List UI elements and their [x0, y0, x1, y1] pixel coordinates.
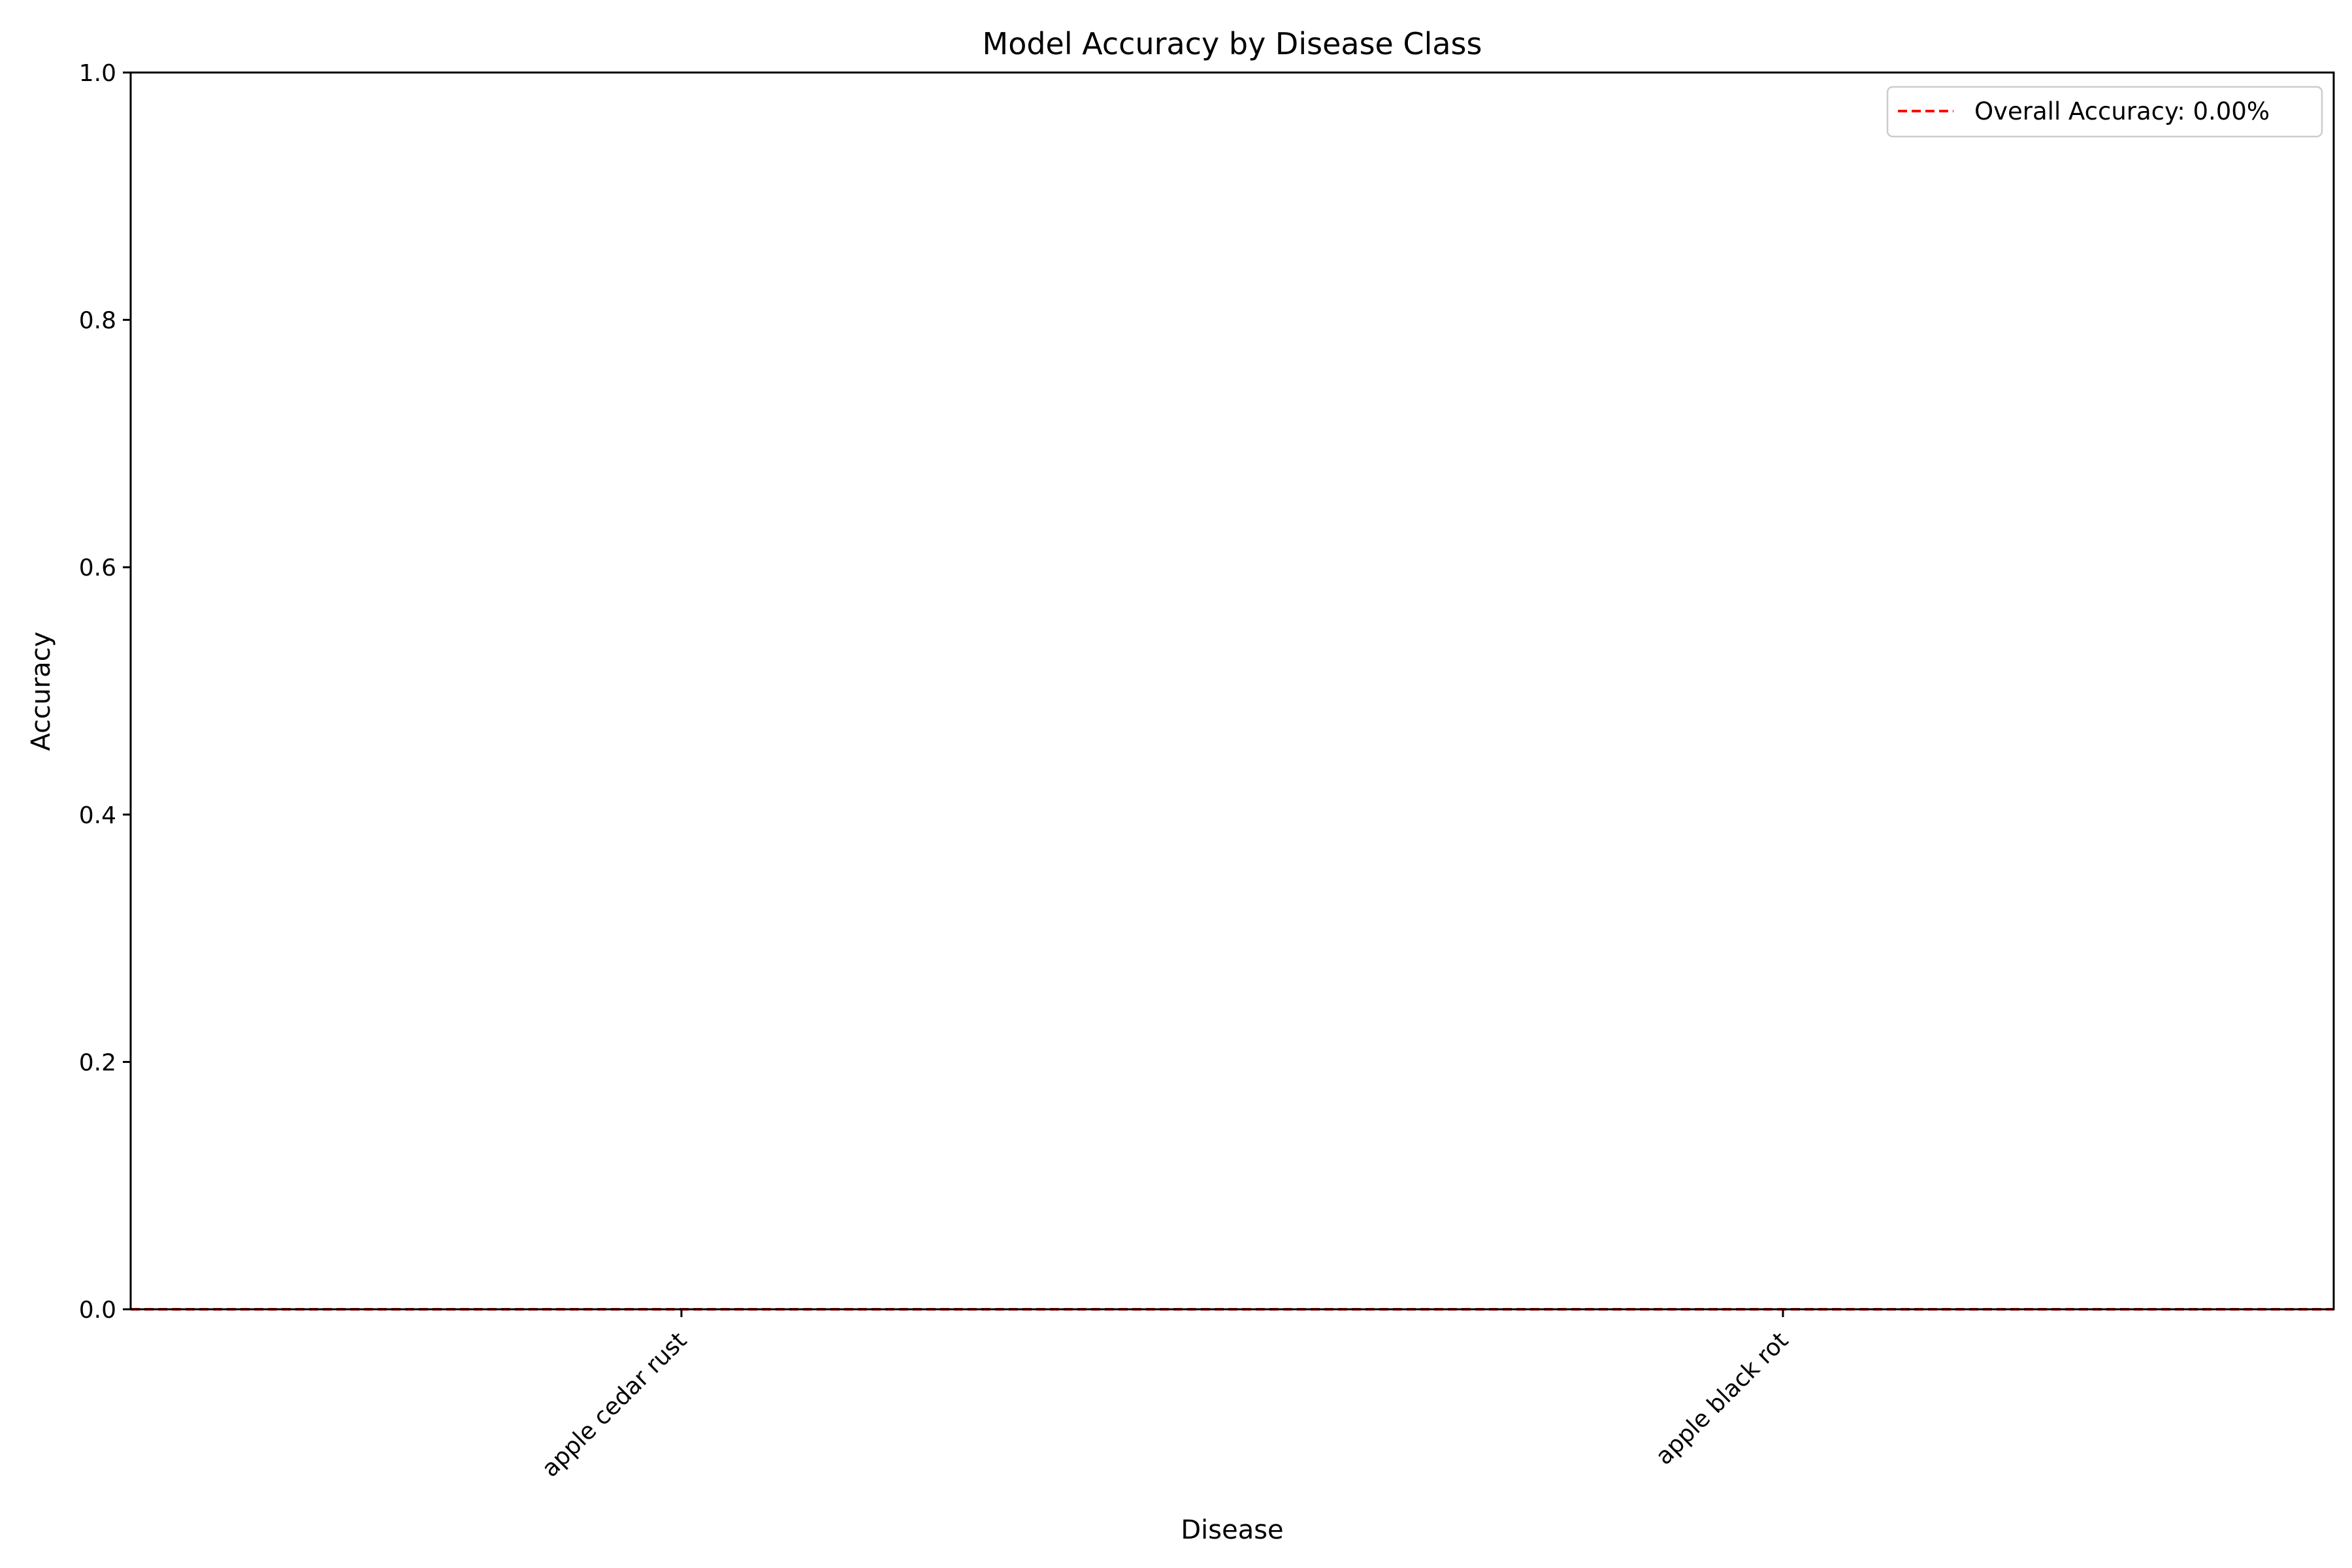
- y-tick-label-5: 1.0: [79, 60, 116, 87]
- x-axis-label: Disease: [1181, 1515, 1283, 1545]
- y-tick-label-0: 0.0: [79, 1297, 116, 1324]
- y-axis: 0.0 0.2 0.4 0.6 0.8 1.0: [79, 60, 131, 1324]
- legend: Overall Accuracy: 0.00%: [1886, 86, 2323, 138]
- y-axis-label: Accuracy: [26, 632, 56, 751]
- y-tick-label-2: 0.4: [79, 802, 116, 829]
- plot-frame: [129, 71, 2335, 1311]
- legend-entry-overall-accuracy: Overall Accuracy: 0.00%: [1974, 97, 2270, 125]
- y-tick-label-3: 0.6: [79, 555, 116, 581]
- y-tick-label-4: 0.8: [79, 308, 116, 335]
- legend-box: [1886, 86, 2323, 138]
- y-tick-label-1: 0.2: [79, 1049, 116, 1076]
- chart-title: Model Accuracy by Disease Class: [983, 26, 1482, 61]
